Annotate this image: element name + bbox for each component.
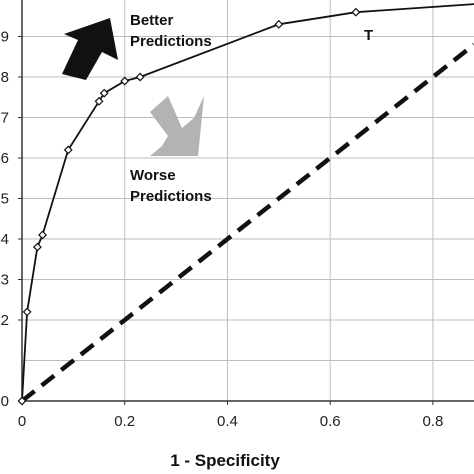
x-tick-label-0: 0 — [18, 413, 26, 430]
better-label-line2: Predictions — [130, 33, 212, 50]
series — [17, 3, 474, 406]
x-tick-label-3: 0.6 — [320, 413, 341, 430]
roc-point-7 — [120, 76, 130, 86]
y-tick-label-8: 9 — [1, 29, 9, 46]
worse-arrow-icon — [150, 96, 204, 156]
y-tick-label-4: 5 — [1, 191, 9, 208]
roc-point-3 — [38, 230, 47, 240]
roc-point-4 — [63, 145, 73, 155]
y-tick-label-5: 6 — [1, 150, 9, 167]
x-tick-label-4: 0.8 — [422, 413, 443, 430]
x-tick-label-2: 0.4 — [217, 413, 238, 430]
roc-point-2 — [32, 242, 42, 252]
better-arrow-icon — [62, 18, 118, 80]
series-roc-curve — [21, 3, 474, 402]
point-label: T — [364, 27, 373, 44]
y-tick-label-7: 8 — [1, 69, 9, 86]
x-tick-labels: 0 0.2 0.4 0.6 0.8 — [18, 413, 444, 430]
y-tick-label-6: 7 — [1, 110, 9, 127]
series-dashed-diagonal — [20, 42, 474, 403]
roc-point-10 — [351, 7, 361, 17]
roc-point-8 — [135, 72, 145, 82]
y-tick-label-0: 0 — [1, 393, 9, 410]
roc-point-1 — [22, 307, 32, 317]
roc-point-0 — [17, 396, 27, 406]
better-label-line1: Better — [130, 12, 174, 29]
y-tick-label-2: 3 — [1, 272, 9, 289]
y-tick-label-1: 2 — [1, 312, 9, 329]
gridlines — [22, 0, 474, 401]
y-tick-labels: 0 2 3 4 5 6 7 8 9 — [1, 29, 9, 411]
worse-predictions-annotation: Worse Predictions — [130, 96, 212, 205]
worse-label-line1: Worse — [130, 167, 176, 184]
roc-point-6 — [99, 88, 109, 98]
y-tick-label-3: 4 — [1, 231, 9, 248]
better-predictions-annotation: Better Predictions — [62, 12, 212, 80]
roc-point-5 — [94, 96, 104, 106]
x-axis-label: 1 - Specificity — [170, 451, 280, 470]
worse-label-line2: Predictions — [130, 188, 212, 205]
roc-point-9 — [274, 19, 284, 29]
x-tick-label-1: 0.2 — [114, 413, 135, 430]
